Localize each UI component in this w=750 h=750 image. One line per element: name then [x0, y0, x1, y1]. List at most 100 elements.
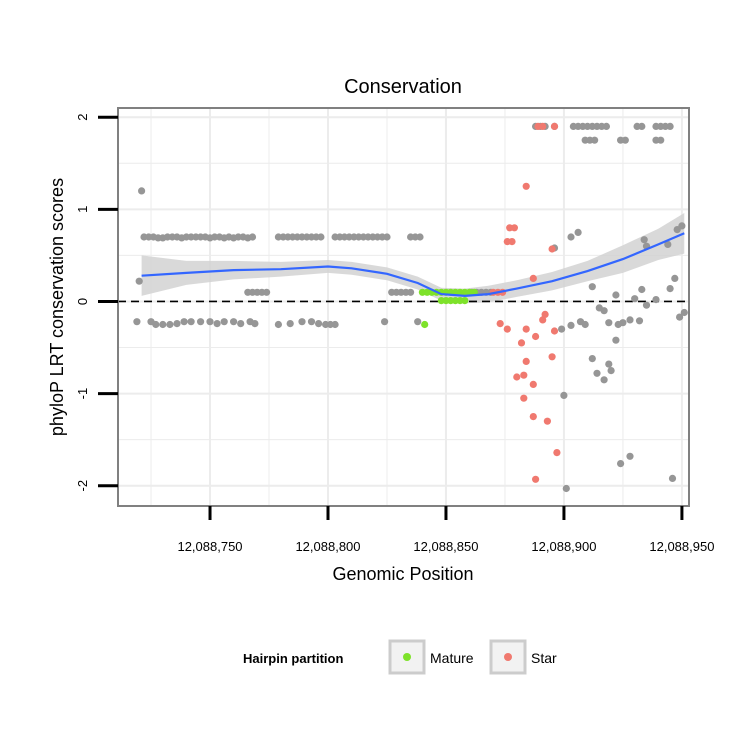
point-other: [642, 301, 651, 309]
y-tick-label: 2: [75, 114, 90, 121]
point-star: [517, 339, 526, 347]
point-star: [541, 310, 549, 318]
point-other: [251, 320, 259, 328]
point-other: [383, 233, 391, 241]
point-star: [539, 122, 547, 130]
point-other: [298, 318, 306, 326]
point-other: [605, 319, 613, 327]
y-tick-label: 0: [75, 298, 90, 305]
point-mature: [421, 320, 429, 329]
point-other: [602, 122, 611, 130]
y-axis: -2 -1 0 1 2: [75, 114, 118, 492]
point-other: [652, 296, 660, 304]
point-other: [180, 318, 188, 326]
x-axis: 12,088,750 12,088,800 12,088,850 12,088,900…: [177, 506, 714, 554]
point-star: [503, 325, 511, 333]
point-other: [666, 285, 674, 293]
x-tick-label: 12,088,800: [295, 539, 360, 554]
data-points: [133, 122, 688, 493]
point-star: [522, 325, 530, 333]
point-star: [510, 224, 518, 232]
point-other: [237, 320, 245, 328]
point-star: [522, 357, 530, 365]
point-other: [631, 295, 639, 303]
point-other: [173, 320, 181, 328]
point-star: [532, 332, 540, 341]
x-axis-label: Genomic Position: [332, 564, 473, 584]
point-other: [588, 355, 596, 363]
point-other: [135, 277, 143, 285]
point-other: [138, 187, 146, 195]
point-star: [550, 122, 559, 130]
point-other: [159, 320, 167, 329]
point-other: [612, 336, 620, 344]
point-other: [317, 233, 325, 241]
panel-background: [118, 108, 689, 506]
point-other: [248, 233, 257, 241]
point-other: [133, 318, 141, 326]
point-star: [520, 394, 528, 402]
point-other: [331, 320, 339, 329]
point-other: [626, 452, 634, 460]
point-other: [213, 320, 221, 328]
point-other: [562, 484, 570, 493]
smooth-trend-line: [141, 232, 685, 298]
point-star: [532, 475, 540, 483]
point-other: [230, 318, 238, 326]
point-other: [638, 285, 646, 294]
gridlines: [118, 108, 689, 506]
point-other: [635, 317, 644, 325]
point-other: [414, 318, 422, 326]
point-other: [152, 320, 160, 329]
point-other: [381, 318, 389, 326]
point-other: [307, 318, 316, 326]
point-other: [416, 233, 424, 241]
point-other: [668, 474, 677, 482]
point-other: [600, 307, 608, 315]
y-tick-label: -1: [75, 388, 90, 400]
point-other: [657, 136, 665, 144]
point-other: [671, 274, 679, 282]
chart-title: Conservation: [344, 76, 462, 98]
point-other: [638, 122, 646, 130]
point-other: [187, 318, 195, 326]
point-other: [612, 291, 620, 299]
x-tick-label: 12,088,850: [413, 539, 478, 554]
legend-dot-star: [504, 653, 512, 661]
point-other: [619, 319, 627, 327]
point-other: [407, 288, 415, 296]
legend-dot-mature: [403, 653, 411, 661]
point-other: [286, 320, 294, 328]
point-other: [617, 460, 625, 468]
point-star: [539, 316, 547, 324]
confidence-band: [141, 213, 685, 304]
point-star: [522, 182, 530, 190]
y-tick-label: -2: [75, 480, 90, 492]
legend-title: Hairpin partition: [243, 651, 343, 666]
point-other: [581, 320, 589, 329]
point-other: [263, 288, 271, 296]
point-other: [621, 136, 629, 144]
y-axis-label: phyloP LRT conservation scores: [47, 178, 67, 436]
point-other: [567, 233, 575, 241]
point-other: [593, 369, 601, 377]
point-other: [197, 318, 205, 326]
point-other: [220, 318, 228, 326]
point-star: [529, 413, 537, 421]
point-star: [529, 274, 537, 282]
point-other: [574, 228, 582, 236]
point-other: [640, 236, 648, 244]
point-other: [666, 122, 674, 130]
point-star: [508, 238, 516, 246]
panel-border: [117, 107, 690, 507]
point-other: [607, 367, 615, 375]
point-star: [496, 320, 504, 328]
point-other: [206, 318, 214, 326]
point-other: [676, 313, 684, 321]
point-star: [543, 417, 552, 425]
point-other: [591, 136, 599, 144]
point-other: [560, 391, 568, 399]
point-other: [166, 320, 174, 329]
point-other: [274, 320, 282, 329]
point-other: [678, 222, 686, 230]
